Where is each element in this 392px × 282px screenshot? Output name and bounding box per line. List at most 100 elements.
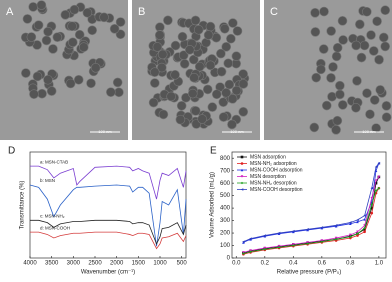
particle <box>152 42 163 52</box>
x-tick-label: 500 <box>177 261 188 267</box>
legend-marker <box>240 175 244 178</box>
data-point <box>356 220 359 224</box>
particle <box>309 122 320 133</box>
particle <box>157 49 168 60</box>
legend-marker <box>240 181 244 185</box>
particle <box>60 10 71 20</box>
particle <box>184 45 195 55</box>
particle <box>380 5 391 16</box>
particle <box>232 26 243 36</box>
particle <box>311 72 322 83</box>
x-axis-label: Relative pressure (P/P₀) <box>277 270 342 276</box>
data-point <box>292 244 295 247</box>
y-tick-label: 600 <box>220 181 231 187</box>
particle <box>33 20 44 30</box>
particle <box>114 87 124 98</box>
particle <box>115 17 126 27</box>
particle <box>219 23 230 34</box>
particle <box>46 86 57 96</box>
data-point <box>377 186 381 190</box>
particle <box>352 76 362 86</box>
data-point <box>349 222 352 226</box>
particle <box>228 18 238 28</box>
x-tick-label: 1.0 <box>375 261 384 267</box>
particle <box>371 123 381 133</box>
particle <box>67 21 77 32</box>
legend-label: MSN-NH₂ adsorption <box>250 161 297 167</box>
particle <box>82 7 93 18</box>
particle <box>362 88 372 99</box>
particle <box>189 72 199 83</box>
data-point <box>242 240 245 244</box>
particle <box>178 50 189 61</box>
panel-label: B <box>138 6 145 18</box>
particle <box>158 109 169 120</box>
data-point <box>374 189 378 192</box>
x-tick-label: 0.8 <box>346 261 355 267</box>
data-point <box>363 218 366 221</box>
particle <box>321 100 332 111</box>
particle <box>365 109 375 120</box>
y-tick-label: 700 <box>220 168 231 174</box>
particle <box>372 16 382 27</box>
particle <box>176 100 187 111</box>
series-label: b: MSN <box>40 178 55 183</box>
particle <box>351 40 361 51</box>
x-tick-label: 0.0 <box>232 261 241 267</box>
data-point <box>349 235 352 239</box>
series-line <box>30 231 187 250</box>
legend-marker <box>240 155 244 159</box>
data-point <box>334 224 338 227</box>
particle <box>188 54 199 65</box>
particle <box>319 6 329 17</box>
tem-image: B 100 nm <box>132 0 260 140</box>
data-point <box>263 234 267 237</box>
data-point <box>334 237 338 241</box>
scale-bar-label: 100 nm <box>230 129 244 134</box>
data-point <box>370 203 374 206</box>
particle <box>170 40 181 51</box>
data-point <box>320 226 324 229</box>
series-label: c: MSN-NH₂ <box>40 213 65 218</box>
data-point <box>356 218 359 222</box>
particle <box>335 89 345 100</box>
particle <box>316 64 326 75</box>
scale-bar-label: 100 nm <box>98 129 112 134</box>
x-tick-label: 1000 <box>153 261 167 267</box>
particle <box>21 68 31 78</box>
particle <box>375 85 386 95</box>
panel-label: C <box>270 6 278 18</box>
particle <box>328 62 338 72</box>
y-tick-label: 100 <box>220 243 231 249</box>
particle <box>216 48 226 59</box>
x-tick-label: 1500 <box>132 261 146 267</box>
particle <box>170 70 180 80</box>
data-point <box>249 237 252 240</box>
particle <box>227 94 238 104</box>
particle <box>90 62 101 73</box>
panel-label: D <box>8 146 15 157</box>
particle <box>356 52 367 63</box>
particle <box>73 74 84 85</box>
data-point <box>320 240 324 244</box>
data-point <box>363 230 366 234</box>
particle <box>337 16 348 26</box>
data-point <box>370 196 374 200</box>
particle <box>332 42 343 53</box>
particle <box>381 101 392 111</box>
series-line <box>243 176 380 253</box>
panel-label: A <box>6 6 14 18</box>
x-tick-label: 0.2 <box>261 261 270 267</box>
data-point <box>292 229 295 233</box>
particle <box>32 71 43 82</box>
data-point <box>363 226 366 230</box>
particle <box>224 79 235 90</box>
x-axis-label: Wavenumber (cm⁻¹) <box>81 270 135 276</box>
particle <box>231 85 242 96</box>
series-line <box>30 219 187 245</box>
legend-label: MSN-COOH adsorption <box>250 167 303 173</box>
plot-frame <box>231 151 387 259</box>
particle <box>166 91 176 102</box>
y-tick-label: 0 <box>227 256 231 262</box>
particle <box>87 25 97 36</box>
